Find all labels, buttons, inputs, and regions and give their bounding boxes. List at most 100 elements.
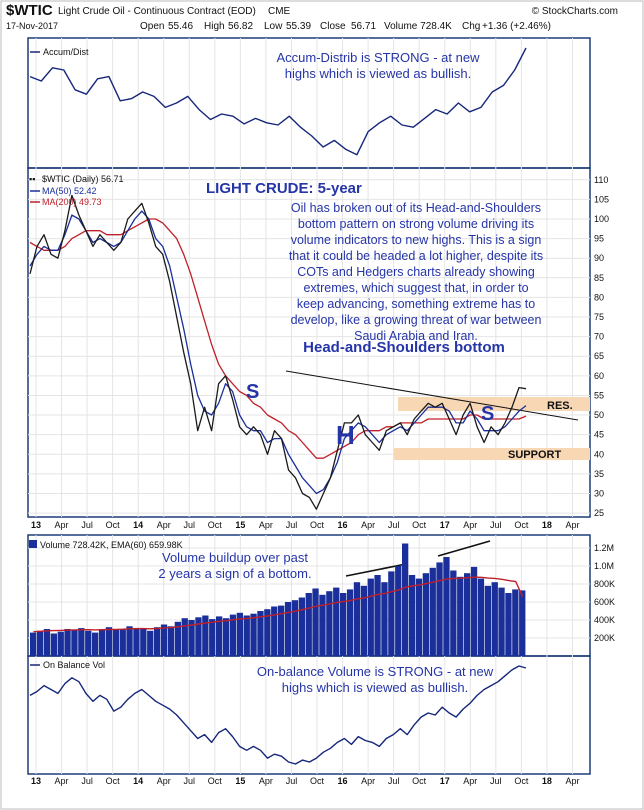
header-symbol: $WTIC bbox=[6, 2, 53, 19]
header-low-label: Low bbox=[264, 21, 283, 32]
ma50-line bbox=[29, 210, 527, 495]
x-tick-label-lower: Oct bbox=[412, 776, 427, 786]
volume-bar bbox=[443, 557, 450, 656]
x-tick-label-lower: Jul bbox=[184, 776, 196, 786]
header-copyright: © StockCharts.com bbox=[532, 6, 618, 17]
x-tick-label-upper: Apr bbox=[361, 520, 375, 530]
obv-legend-label: On Balance Vol bbox=[43, 660, 105, 670]
volume-bar bbox=[360, 585, 367, 656]
volume-note-line-1: Volume buildup over past bbox=[162, 550, 308, 565]
x-tick-label-lower: 15 bbox=[235, 776, 245, 786]
price-y-tick-label: 60 bbox=[594, 371, 604, 381]
price-y-tick-label: 75 bbox=[594, 312, 604, 322]
price-y-tick-label: 40 bbox=[594, 449, 604, 459]
obv-line bbox=[29, 665, 527, 765]
volume-y-tick-label: 400K bbox=[594, 615, 615, 625]
price-y-tick-label: 25 bbox=[594, 508, 604, 518]
header-volume: Volume 728.4K bbox=[384, 21, 452, 32]
volume-bar bbox=[305, 593, 312, 656]
volume-bar bbox=[498, 587, 505, 656]
header-close-label: Close bbox=[320, 21, 346, 32]
header-high-value: 56.82 bbox=[228, 21, 253, 32]
volume-bar bbox=[374, 575, 381, 656]
volume-bar bbox=[133, 628, 140, 656]
neckline-trendline bbox=[285, 370, 579, 421]
volume-bar bbox=[250, 613, 257, 656]
price-y-tick-label: 35 bbox=[594, 469, 604, 479]
volume-bar bbox=[57, 631, 64, 656]
header-low-value: 55.39 bbox=[286, 21, 311, 32]
x-tick-label-upper: 14 bbox=[133, 520, 143, 530]
x-tick-label-lower: 17 bbox=[440, 776, 450, 786]
commentary-line-1: Oil has broken out of its Head-and-Shoul… bbox=[291, 201, 541, 215]
header-close-value: 56.71 bbox=[351, 21, 376, 32]
x-tick-label-lower: Apr bbox=[361, 776, 375, 786]
commentary-line-7: keep advancing, something extreme has to bbox=[297, 297, 535, 311]
volume-note-line-2: 2 years a sign of a bottom. bbox=[158, 566, 311, 581]
price-y-tick-label: 105 bbox=[594, 194, 609, 204]
volume-bar bbox=[243, 615, 250, 656]
obv-note-line-2: highs which is viewed as bullish. bbox=[282, 680, 468, 695]
volume-bar bbox=[464, 573, 471, 656]
volume-bar bbox=[154, 627, 161, 656]
x-tick-label-upper: Jul bbox=[388, 520, 400, 530]
volume-bar bbox=[505, 593, 512, 656]
volume-bar bbox=[436, 562, 443, 656]
volume-bars bbox=[30, 543, 526, 656]
volume-bar bbox=[98, 629, 106, 656]
price-legend-symbol: ▪▪ bbox=[29, 174, 35, 184]
commentary-line-9: Saudi Arabia and Iran. bbox=[354, 329, 478, 343]
volume-bar bbox=[512, 589, 519, 656]
volume-bar bbox=[30, 632, 37, 656]
volume-y-tick-label: 1.0M bbox=[594, 561, 614, 571]
x-tick-label-lower: Oct bbox=[208, 776, 223, 786]
volume-bar bbox=[167, 626, 175, 656]
price-y-tick-label: 50 bbox=[594, 410, 604, 420]
price-y-tick-label: 90 bbox=[594, 253, 604, 263]
x-tick-label-lower: Jul bbox=[286, 776, 298, 786]
x-tick-label-lower: Apr bbox=[565, 776, 579, 786]
commentary-line-3: volume indicators to new highs. This is … bbox=[291, 233, 542, 247]
header-high-label: High bbox=[204, 21, 225, 32]
volume-bar bbox=[367, 578, 374, 656]
price-y-tick-label: 55 bbox=[594, 390, 604, 400]
price-y-tick-label: 110 bbox=[594, 175, 608, 185]
volume-bar bbox=[112, 629, 119, 656]
panel-legends: Accum/Dist ▪▪ $WTIC (Daily) 56.71 MA(50)… bbox=[29, 47, 183, 670]
x-tick-label-upper: Oct bbox=[310, 520, 325, 530]
resistance-label: RES. bbox=[547, 400, 573, 412]
x-tick-label-lower: 13 bbox=[31, 776, 41, 786]
volume-bar bbox=[278, 605, 285, 656]
header-date: 17-Nov-2017 bbox=[6, 21, 58, 31]
x-tick-label-upper: 13 bbox=[31, 520, 41, 530]
accum-note-line-1: Accum-Distrib is STRONG - at new bbox=[277, 50, 481, 65]
x-tick-label-lower: Oct bbox=[106, 776, 121, 786]
price-y-tick-label: 65 bbox=[594, 351, 604, 361]
volume-bar bbox=[105, 627, 113, 656]
head-label: H bbox=[336, 420, 355, 450]
x-tick-label-lower: Oct bbox=[310, 776, 325, 786]
volume-bar bbox=[457, 576, 464, 656]
x-tick-label-lower: 14 bbox=[133, 776, 143, 786]
volume-bar bbox=[402, 543, 409, 656]
x-tick-label-upper: Apr bbox=[55, 520, 69, 530]
ma50-legend-label: MA(50) 52.42 bbox=[42, 186, 97, 196]
volume-bar bbox=[346, 589, 354, 656]
volume-legend-swatch bbox=[29, 540, 37, 548]
volume-bar bbox=[340, 593, 347, 656]
volume-bar bbox=[519, 590, 526, 656]
volume-bar bbox=[147, 630, 154, 656]
volume-bar bbox=[450, 570, 457, 656]
x-tick-label-upper: 17 bbox=[440, 520, 450, 530]
price-y-tick-label: 85 bbox=[594, 273, 604, 283]
volume-bar bbox=[264, 609, 271, 656]
x-tick-label-lower: Apr bbox=[463, 776, 477, 786]
accum-legend-label: Accum/Dist bbox=[43, 47, 89, 57]
price-y-tick-label: 30 bbox=[594, 488, 604, 498]
volume-bar bbox=[422, 573, 429, 656]
volume-bar bbox=[71, 629, 78, 656]
x-tick-label-upper: Oct bbox=[412, 520, 427, 530]
ma200-line bbox=[29, 218, 527, 459]
volume-bar bbox=[333, 587, 340, 656]
volume-bar bbox=[388, 571, 395, 656]
